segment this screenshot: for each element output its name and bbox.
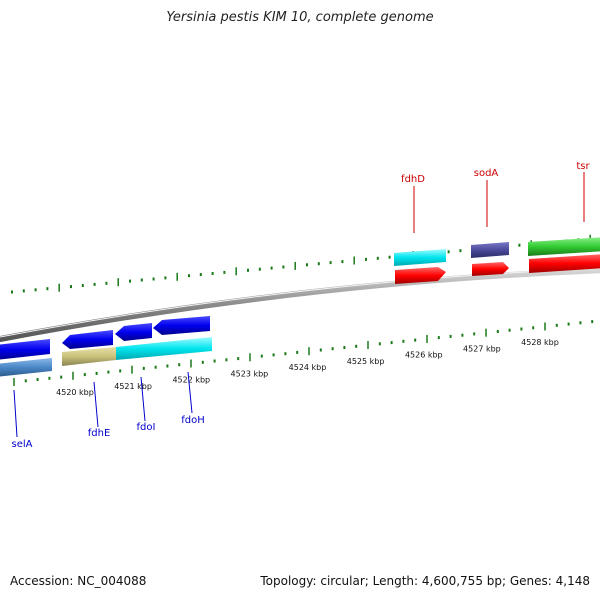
gene-labels: fdhD sodA tsr selA fdhE fdoI fdoH [12,161,591,450]
leader-line-selA [13,389,18,438]
gene-block-slate-forward[interactable] [471,242,509,258]
scale-tick-label: 4526 kbp [405,351,443,360]
cds-arrow-reverse[interactable] [0,339,50,360]
scale-tick-label: 4524 kbp [289,363,327,372]
gene-label-fdhE[interactable]: fdhE [88,428,111,439]
gene-block-khaki-reverse[interactable] [62,347,116,366]
gene-block-cyan-reverse[interactable] [116,337,212,360]
reverse-strand-features [0,316,212,377]
gene-label-sodA[interactable]: sodA [474,168,499,179]
gene-label-fdhD[interactable]: fdhD [401,174,425,185]
genome-title: Yersinia pestis KIM 10, complete genome [166,10,434,25]
gene-label-fdoI[interactable]: fdoI [137,422,156,433]
genome-backbone [0,267,600,343]
gene-block-cyan-forward[interactable] [394,249,446,266]
gene-label-selA[interactable]: selA [12,439,33,450]
gene-block-green-forward[interactable] [528,237,600,256]
scale-tick-label: 4527 kbp [463,344,501,353]
gene-block-steelblue-reverse[interactable] [0,358,52,377]
scale-tick-label: 4522 kbp [172,376,210,385]
cds-arrow-reverse[interactable] [62,330,113,349]
leader-line-fdoH [187,371,193,414]
scale-tick-label: 4521 kbp [114,382,152,391]
gene-label-leaders [13,172,585,438]
cds-arrow-forward[interactable] [395,267,446,284]
cds-arrow-reverse[interactable] [153,316,210,335]
gene-label-tsr[interactable]: tsr [576,161,590,172]
leader-line-fdoI [140,376,146,422]
cds-arrow-forward[interactable] [472,262,509,276]
forward-strand-features [394,237,600,284]
scale-tick-label: 4528 kbp [521,338,559,347]
genome-summary: Topology: circular; Length: 4,600,755 bp… [260,574,590,588]
scale-tick-label: 4525 kbp [347,357,385,366]
leader-line-fdhE [93,381,99,428]
scale-tick-label: 4520 kbp [56,388,94,397]
cds-arrow-forward[interactable] [529,254,600,273]
genome-backbone-highlight [0,267,600,338]
cds-arrow-reverse[interactable] [115,323,152,341]
accession-label: Accession: NC_004088 [10,574,147,588]
inner-tick-row [13,320,594,386]
gene-label-fdoH[interactable]: fdoH [181,415,205,426]
scale-tick-labels: 4520 kbp 4521 kbp 4522 kbp 4523 kbp 4524 kbp… [56,338,559,397]
scale-tick-label: 4523 kbp [231,369,269,378]
